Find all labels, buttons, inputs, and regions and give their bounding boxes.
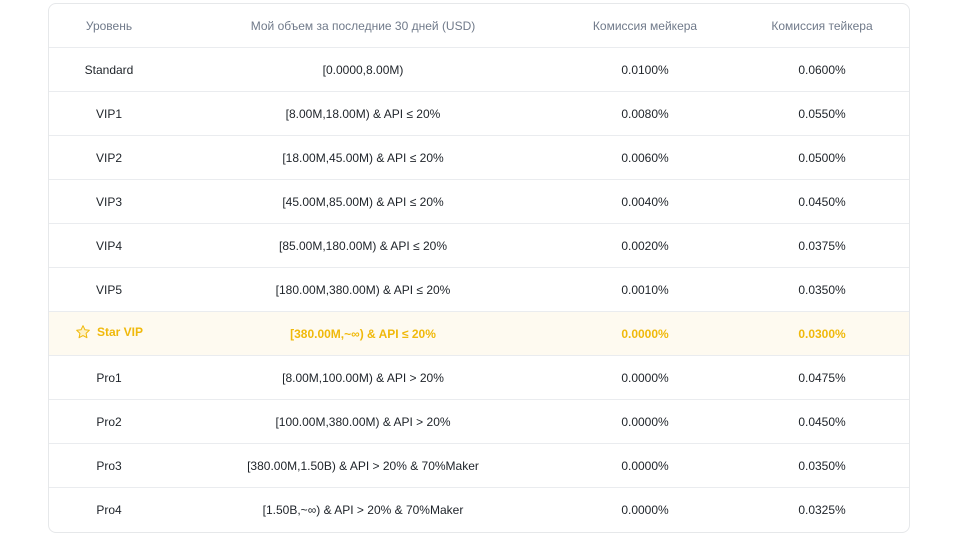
level-cell: VIP4 <box>49 224 169 268</box>
maker-fee-cell: 0.0000% <box>557 400 733 444</box>
level-cell: VIP5 <box>49 268 169 312</box>
level-cell: Star VIP <box>49 312 169 356</box>
table-row: Pro2 [100.00M,380.00M) & API > 20% 0.000… <box>49 400 910 444</box>
volume-cell: [18.00M,45.00M) & API ≤ 20% <box>169 136 557 180</box>
volume-cell: [45.00M,85.00M) & API ≤ 20% <box>169 180 557 224</box>
maker-fee-cell: 0.0040% <box>557 180 733 224</box>
volume-cell: [8.00M,100.00M) & API > 20% <box>169 356 557 400</box>
taker-fee-cell: 0.0350% <box>733 268 910 312</box>
header-volume: Мой объем за последние 30 дней (USD) <box>169 4 557 48</box>
level-cell: Pro1 <box>49 356 169 400</box>
volume-cell: [0.0000,8.00M) <box>169 48 557 92</box>
star-icon <box>75 324 91 340</box>
table-row: Pro3 [380.00M,1.50B) & API > 20% & 70%Ma… <box>49 444 910 488</box>
header-taker-fee: Комиссия тейкера <box>733 4 910 48</box>
table-row: Pro4 [1.50B,~∞) & API > 20% & 70%Maker 0… <box>49 488 910 532</box>
level-cell: Pro3 <box>49 444 169 488</box>
table-body: Standard [0.0000,8.00M) 0.0100% 0.0600% … <box>49 48 910 532</box>
volume-cell: [8.00M,18.00M) & API ≤ 20% <box>169 92 557 136</box>
maker-fee-cell: 0.0060% <box>557 136 733 180</box>
table-row: Pro1 [8.00M,100.00M) & API > 20% 0.0000%… <box>49 356 910 400</box>
level-cell: Pro2 <box>49 400 169 444</box>
table-row: VIP4 [85.00M,180.00M) & API ≤ 20% 0.0020… <box>49 224 910 268</box>
taker-fee-cell: 0.0300% <box>733 312 910 356</box>
level-label: Star VIP <box>97 325 143 339</box>
volume-cell: [85.00M,180.00M) & API ≤ 20% <box>169 224 557 268</box>
taker-fee-cell: 0.0600% <box>733 48 910 92</box>
table-row: Standard [0.0000,8.00M) 0.0100% 0.0600% <box>49 48 910 92</box>
taker-fee-cell: 0.0325% <box>733 488 910 532</box>
taker-fee-cell: 0.0350% <box>733 444 910 488</box>
taker-fee-cell: 0.0375% <box>733 224 910 268</box>
volume-cell: [100.00M,380.00M) & API > 20% <box>169 400 557 444</box>
maker-fee-cell: 0.0000% <box>557 488 733 532</box>
maker-fee-cell: 0.0000% <box>557 356 733 400</box>
level-cell: Standard <box>49 48 169 92</box>
taker-fee-cell: 0.0550% <box>733 92 910 136</box>
header-maker-fee: Комиссия мейкера <box>557 4 733 48</box>
maker-fee-cell: 0.0020% <box>557 224 733 268</box>
maker-fee-cell: 0.0080% <box>557 92 733 136</box>
header-level: Уровень <box>49 4 169 48</box>
volume-cell: [180.00M,380.00M) & API ≤ 20% <box>169 268 557 312</box>
maker-fee-cell: 0.0000% <box>557 444 733 488</box>
volume-cell: [1.50B,~∞) & API > 20% & 70%Maker <box>169 488 557 532</box>
maker-fee-cell: 0.0100% <box>557 48 733 92</box>
level-cell: VIP1 <box>49 92 169 136</box>
level-cell: Pro4 <box>49 488 169 532</box>
maker-fee-cell: 0.0000% <box>557 312 733 356</box>
taker-fee-cell: 0.0500% <box>733 136 910 180</box>
maker-fee-cell: 0.0010% <box>557 268 733 312</box>
table-row-star-vip: Star VIP [380.00M,~∞) & API ≤ 20% 0.0000… <box>49 312 910 356</box>
level-cell: VIP2 <box>49 136 169 180</box>
taker-fee-cell: 0.0450% <box>733 400 910 444</box>
volume-cell: [380.00M,~∞) & API ≤ 20% <box>169 312 557 356</box>
volume-cell: [380.00M,1.50B) & API > 20% & 70%Maker <box>169 444 557 488</box>
fee-tier-table: Уровень Мой объем за последние 30 дней (… <box>48 3 910 533</box>
fee-table: Уровень Мой объем за последние 30 дней (… <box>49 4 910 531</box>
table-row: VIP1 [8.00M,18.00M) & API ≤ 20% 0.0080% … <box>49 92 910 136</box>
taker-fee-cell: 0.0475% <box>733 356 910 400</box>
level-cell: VIP3 <box>49 180 169 224</box>
taker-fee-cell: 0.0450% <box>733 180 910 224</box>
table-header: Уровень Мой объем за последние 30 дней (… <box>49 4 910 48</box>
table-row: VIP2 [18.00M,45.00M) & API ≤ 20% 0.0060%… <box>49 136 910 180</box>
table-row: VIP3 [45.00M,85.00M) & API ≤ 20% 0.0040%… <box>49 180 910 224</box>
table-row: VIP5 [180.00M,380.00M) & API ≤ 20% 0.001… <box>49 268 910 312</box>
